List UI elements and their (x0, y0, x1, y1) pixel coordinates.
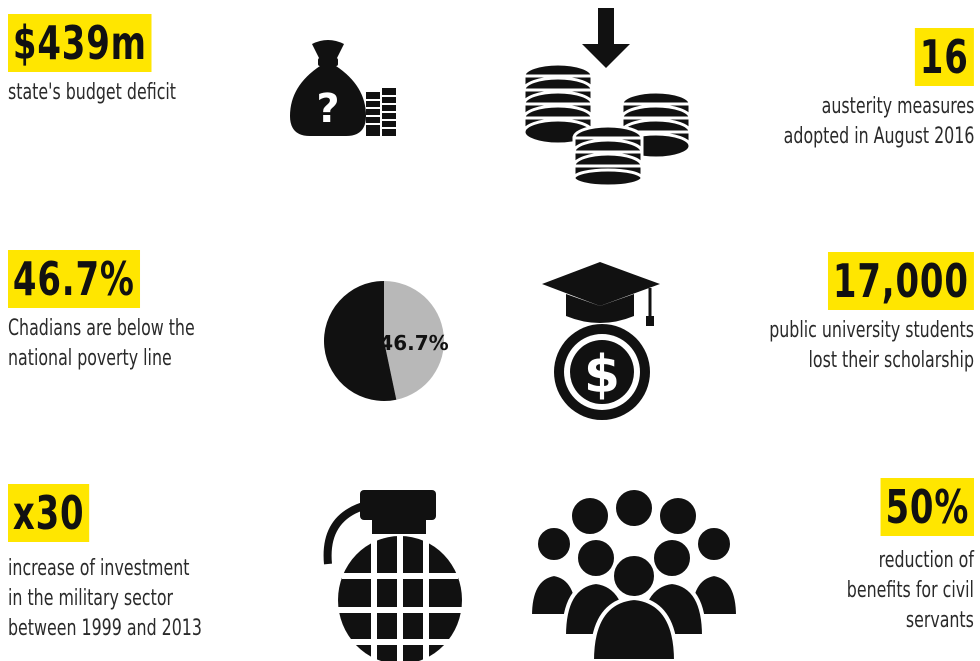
stat-description-line: between 1999 and 2013 (8, 616, 202, 641)
stat-description: Chadians are below the national poverty … (8, 314, 195, 374)
stat-description: reduction of benefits for civil servants (847, 546, 974, 636)
svg-text:?: ? (316, 86, 339, 132)
money-bag-icon: ? (290, 40, 396, 136)
stat-value: 16 (915, 28, 974, 86)
stat-poverty-rate: 46.7% Chadians are below the national po… (8, 250, 241, 374)
stat-students-scholarship: 17,000 public university students lost t… (718, 252, 974, 376)
stat-value: 17,000 (828, 252, 974, 310)
stat-description: austerity measures adopted in August 201… (783, 92, 974, 152)
stat-description: public university students lost their sc… (769, 316, 974, 376)
stat-description-line: state's budget deficit (8, 80, 176, 105)
stat-description-line: benefits for civil (846, 578, 974, 603)
stat-description-line: adopted in August 2016 (783, 124, 974, 149)
stat-description-line: reduction of (878, 548, 974, 573)
stat-description-line: Chadians are below the (8, 316, 195, 341)
pie-label: 46.7% (379, 331, 448, 355)
stat-value: $439m (8, 14, 152, 72)
stat-description-line: in the military sector (8, 586, 174, 611)
stat-description-line: servants (905, 608, 974, 633)
stat-value: x30 (8, 484, 90, 542)
stat-value: 46.7% (8, 250, 140, 308)
svg-text:$: $ (584, 345, 620, 405)
crowd-icon (527, 486, 741, 661)
stat-description: state's budget deficit (8, 78, 176, 108)
stat-description: increase of investment in the military s… (8, 554, 202, 644)
grenade-icon (323, 490, 462, 661)
stat-description-line: increase of investment (8, 556, 190, 581)
stat-civil-benefits: 50% reduction of benefits for civil serv… (815, 478, 974, 636)
stat-military-investment: x30 increase of investment in the milita… (8, 484, 250, 644)
stat-value: 50% (880, 478, 974, 536)
pie-slice-rest (324, 281, 397, 401)
pie-chart-icon: 46.7% (324, 281, 449, 401)
stat-description-line: lost their scholarship (808, 348, 974, 373)
stat-budget-deficit: $439m state's budget deficit (8, 14, 218, 108)
stat-austerity-measures: 16 austerity measures adopted in August … (736, 28, 974, 152)
pie-slice-poverty (384, 281, 444, 400)
stat-description-line: national poverty line (8, 346, 172, 371)
stat-description-line: austerity measures (821, 94, 974, 119)
graduation-dollar-icon: $ (542, 262, 660, 420)
stat-description-line: public university students (769, 318, 974, 343)
coin-stacks-icon (522, 8, 692, 188)
